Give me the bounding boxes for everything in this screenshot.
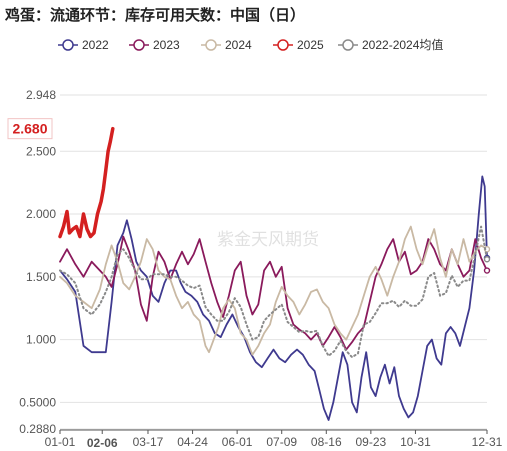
legend-item-2025: 2025 bbox=[273, 38, 324, 52]
series-line-2025 bbox=[58, 126, 115, 239]
series-line-2022-2024均值 bbox=[59, 225, 488, 359]
series-line-2024 bbox=[59, 225, 488, 356]
legend-label: 2022-2024均值 bbox=[362, 37, 443, 52]
x-tick-label: 10-31 bbox=[400, 435, 431, 449]
legend-swatch-marker bbox=[133, 39, 145, 51]
x-tick-label: 06-01 bbox=[222, 435, 253, 449]
y-tick-label: 1.500 bbox=[26, 270, 56, 284]
last-value-label: 2.680 bbox=[12, 121, 47, 137]
legend: 2022 2023 2024 2025 2022-2024均值 bbox=[58, 37, 443, 52]
series-lines bbox=[58, 126, 491, 421]
y-tick-label: 2.000 bbox=[26, 207, 56, 221]
legend-label: 2023 bbox=[153, 38, 180, 52]
y-tick-label: 2.948 bbox=[26, 88, 56, 102]
legend-swatch-marker bbox=[277, 39, 289, 51]
last-value-badge bbox=[7, 118, 53, 140]
x-tick-label: 01-01 bbox=[45, 435, 76, 449]
legend-item-2024: 2024 bbox=[201, 38, 252, 52]
legend-swatch-marker bbox=[342, 39, 354, 51]
legend-label: 2024 bbox=[225, 38, 252, 52]
y-axis: 0.2880 0.5000 1.000 1.500 2.000 2.500 2.948 bbox=[19, 88, 56, 436]
series-end-marker bbox=[483, 256, 491, 263]
legend-swatch-marker bbox=[205, 39, 217, 51]
watermark: 紫金天风期货 bbox=[217, 230, 319, 250]
grid-lines bbox=[60, 94, 487, 430]
series-line-2022 bbox=[59, 175, 488, 421]
x-tick-label: 03-17 bbox=[133, 435, 164, 449]
legend-item-2022: 2022 bbox=[58, 38, 109, 52]
legend-label: 2022 bbox=[82, 38, 109, 52]
x-tick-label: 08-16 bbox=[311, 435, 342, 449]
legend-swatch-marker bbox=[62, 39, 74, 51]
x-tick-label-highlight: 02-06 bbox=[87, 436, 118, 450]
x-tick-label: 12-31 bbox=[472, 435, 503, 449]
page-title: 鸡蛋：流通环节：库存可用天数：中国（日） bbox=[5, 6, 306, 24]
series-end-marker bbox=[483, 267, 491, 274]
y-tick-label: 0.5000 bbox=[19, 395, 56, 409]
legend-label: 2025 bbox=[297, 38, 324, 52]
x-tick-label: 07-09 bbox=[266, 435, 297, 449]
x-tick-label: 09-23 bbox=[356, 435, 387, 449]
legend-item-2023: 2023 bbox=[129, 38, 180, 52]
x-tick-label: 04-24 bbox=[177, 435, 208, 449]
y-tick-label: 2.500 bbox=[26, 144, 56, 158]
series-line-2023 bbox=[59, 235, 488, 351]
y-tick-label: 0.2880 bbox=[19, 422, 56, 436]
last-value-label-group: 2.680 bbox=[7, 118, 53, 140]
x-axis: 01-01 02-06 03-17 04-24 06-01 07-09 08-16 09-23… bbox=[45, 429, 503, 450]
legend-item-2022-2024均值: 2022-2024均值 bbox=[338, 37, 443, 52]
y-tick-label: 1.000 bbox=[26, 333, 56, 347]
